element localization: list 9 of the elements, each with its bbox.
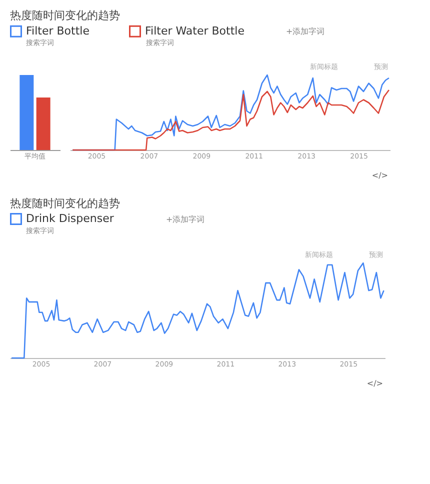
chart-title: 热度随时间变化的趋势: [10, 197, 120, 210]
legend-label: Drink Dispenser: [26, 212, 114, 225]
legend-label: Filter Bottle: [26, 24, 90, 38]
text: +添加字词: [286, 27, 325, 36]
chart-title: 热度随时间变化的趋势: [10, 9, 120, 22]
text: +添加字词: [166, 215, 205, 224]
legend-label: Filter Water Bottle: [145, 24, 245, 38]
text: </>: [372, 171, 388, 180]
text: </>: [366, 379, 383, 388]
